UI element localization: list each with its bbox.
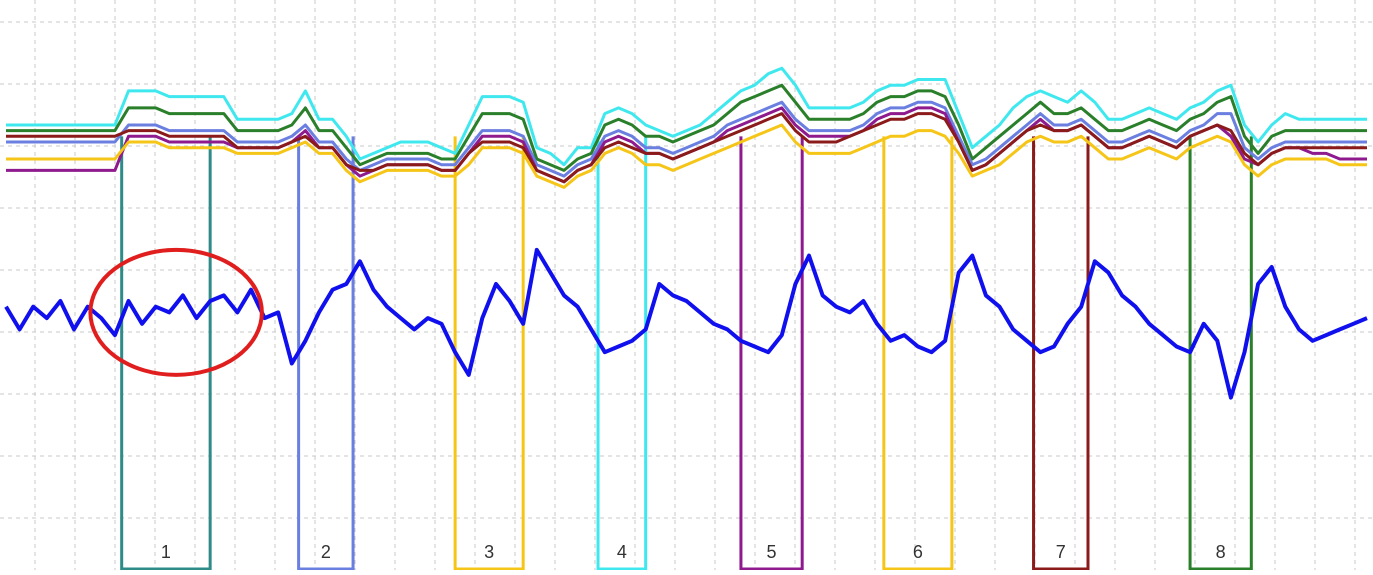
series-line-1 — [6, 66, 1367, 167]
segment-marker-5 — [739, 136, 804, 571]
segment-label-6: 6 — [913, 542, 923, 562]
segment-label-1: 1 — [161, 542, 171, 562]
segment-marker-3 — [453, 136, 525, 571]
series-line-6 — [6, 123, 1367, 189]
series-lines — [4, 66, 1368, 400]
series-line-2 — [6, 83, 1367, 172]
segment-marker-2 — [297, 136, 355, 571]
series-line-5 — [6, 112, 1367, 184]
highlight-ellipse — [88, 247, 264, 377]
segment-labels: 1 2 3 4 5 6 7 8 — [161, 542, 1226, 562]
segment-markers — [120, 136, 1253, 571]
segment-marker-7 — [1032, 136, 1090, 571]
segment-label-2: 2 — [321, 542, 331, 562]
segment-marker-1 — [120, 136, 212, 571]
annotation — [88, 247, 264, 377]
series-line-7 — [4, 247, 1368, 400]
segment-marker-4 — [596, 136, 648, 571]
segment-label-5: 5 — [767, 542, 777, 562]
segment-label-7: 7 — [1056, 542, 1066, 562]
segment-label-4: 4 — [617, 542, 627, 562]
segment-marker-6 — [882, 136, 954, 571]
series-line-3 — [6, 100, 1367, 178]
segment-label-8: 8 — [1216, 542, 1226, 562]
segment-label-3: 3 — [484, 542, 494, 562]
